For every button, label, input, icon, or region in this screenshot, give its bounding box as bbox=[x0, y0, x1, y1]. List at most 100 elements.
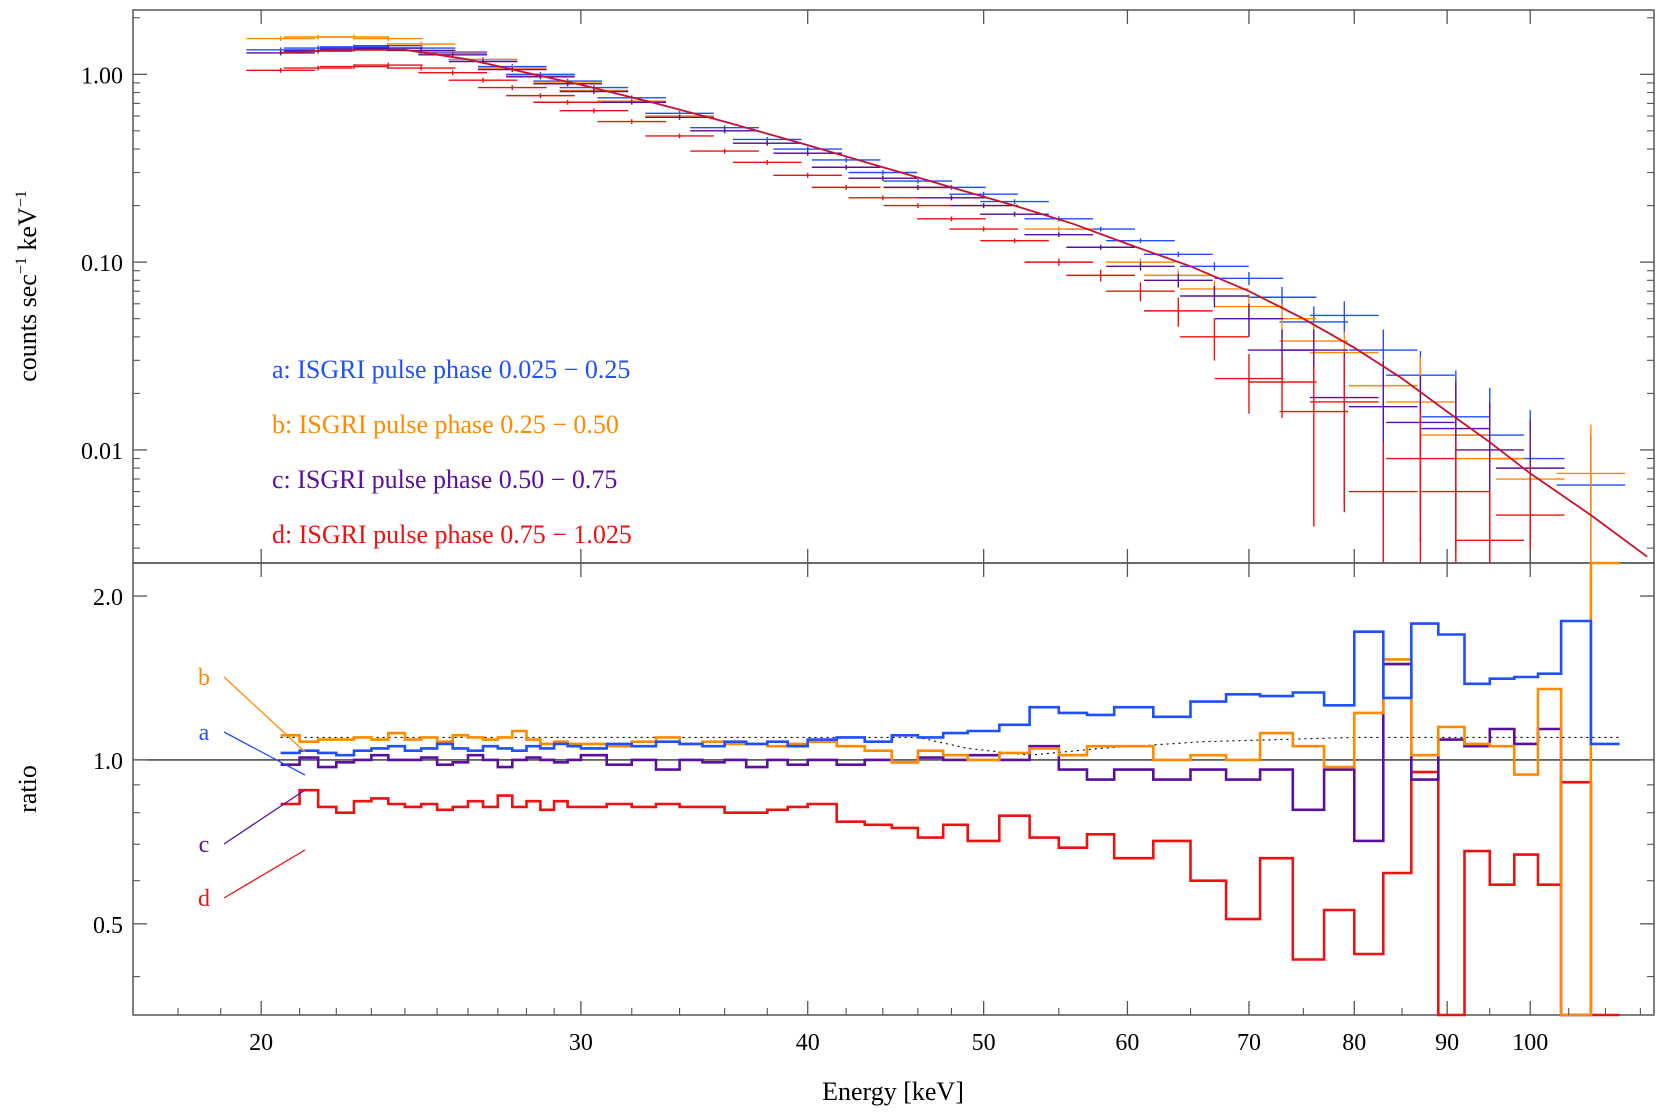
y-tick-label: 0.01 bbox=[81, 439, 123, 465]
spectrum-point bbox=[917, 216, 986, 222]
spectrum-point bbox=[386, 41, 456, 47]
spectrum-point bbox=[246, 67, 315, 73]
spectrum-point bbox=[418, 70, 488, 76]
spectrum-point bbox=[1386, 410, 1455, 563]
y-tick-label: 1.00 bbox=[81, 63, 123, 89]
spectrum-point bbox=[1024, 258, 1094, 266]
spectrum-point bbox=[246, 36, 315, 42]
spectrum-point bbox=[848, 175, 918, 181]
spectrum-point bbox=[848, 195, 918, 201]
spectrum-point bbox=[949, 203, 1018, 209]
spectrum-point bbox=[1106, 282, 1175, 302]
x-tick-label: 40 bbox=[796, 1030, 820, 1056]
legend-entry-c: c: ISGRI pulse phase 0.50 − 0.75 bbox=[272, 465, 617, 494]
spectrum-point bbox=[848, 170, 918, 175]
ratio-label-leader bbox=[223, 676, 306, 753]
ratio-y-tick-label: 2.0 bbox=[93, 585, 123, 611]
spectrum-point bbox=[811, 164, 881, 170]
ratio-series-letter: c bbox=[199, 832, 210, 858]
spectrum-point bbox=[353, 36, 423, 42]
spectrum-point bbox=[353, 62, 423, 68]
spectrum-point bbox=[690, 148, 759, 154]
ratio-series-c bbox=[280, 662, 1591, 1017]
spectrum-point bbox=[1247, 357, 1317, 418]
spectrum-point bbox=[1024, 232, 1094, 238]
spectrum-point bbox=[559, 89, 629, 94]
spectrum-point bbox=[1310, 301, 1379, 333]
spectrum-point bbox=[1348, 442, 1418, 563]
legend-entry-d: d: ISGRI pulse phase 0.75 − 1.025 bbox=[272, 520, 632, 549]
spectrum-point bbox=[283, 65, 353, 71]
ratio-series-letter: d bbox=[198, 886, 210, 912]
ratio-label-leader bbox=[223, 731, 306, 776]
spectrum-point bbox=[1180, 318, 1249, 361]
x-tick-label: 70 bbox=[1237, 1030, 1261, 1056]
spectrum-point bbox=[1310, 356, 1379, 513]
ratio-series-b bbox=[280, 561, 1620, 1017]
spectrum-point bbox=[773, 146, 843, 152]
legend-entry-b: b: ISGRI pulse phase 0.25 − 0.50 bbox=[272, 410, 619, 439]
spectrum-point bbox=[1495, 465, 1565, 563]
spectrum-point bbox=[597, 119, 667, 125]
x-tick-label: 20 bbox=[249, 1030, 273, 1056]
spectrum-legend: a: ISGRI pulse phase 0.025 − 0.25 b: ISGR… bbox=[272, 355, 632, 549]
ratio-label-leader bbox=[223, 789, 306, 845]
x-tick-label: 50 bbox=[972, 1030, 996, 1056]
x-tick-label: 30 bbox=[569, 1030, 593, 1056]
spectrum-point bbox=[883, 178, 953, 184]
spectrum-point bbox=[1143, 273, 1213, 288]
spectrum-series-d bbox=[246, 62, 1565, 563]
spectrum-point bbox=[1143, 297, 1213, 327]
x-axis-label: Energy [keV] bbox=[822, 1077, 964, 1106]
ratio-plot-area bbox=[133, 561, 1654, 1017]
spectrum-y-axis-label: counts sec−1 keV−1 bbox=[13, 190, 42, 381]
legend-entry-a: a: ISGRI pulse phase 0.025 − 0.25 bbox=[272, 355, 630, 384]
spectrum-point bbox=[645, 133, 714, 139]
spectrum-point bbox=[773, 150, 843, 156]
spectrum-point bbox=[732, 159, 802, 165]
spectrum-point bbox=[883, 184, 953, 190]
ratio-axis-ticks: 2.0 1.0 0.5 20 30 40 50 60 70 80 90 100 bbox=[93, 563, 1654, 1056]
spectrum-point bbox=[883, 203, 953, 209]
ratio-series-a bbox=[280, 619, 1620, 757]
spectrum-point bbox=[1066, 244, 1135, 250]
ratio-series-letter: a bbox=[199, 720, 210, 746]
ratio-y-tick-label: 1.0 bbox=[93, 749, 123, 775]
spectrum-point bbox=[1556, 424, 1626, 563]
spectrum-point bbox=[732, 140, 802, 146]
spectrum-point bbox=[980, 238, 1049, 244]
spectrum-point bbox=[980, 211, 1049, 217]
spectrum-point bbox=[1214, 354, 1284, 414]
spectrum-point bbox=[1180, 285, 1249, 308]
spectrum-axis-ticks: 1.00 0.10 0.01 bbox=[81, 10, 1654, 563]
ratio-y-axis-label: ratio bbox=[13, 765, 42, 813]
ratio-panel-frame bbox=[132, 562, 1655, 1016]
spectrum-point bbox=[506, 93, 575, 99]
model-curve bbox=[280, 48, 1648, 558]
x-tick-label: 90 bbox=[1435, 1030, 1459, 1056]
ratio-series-labels: b a c d bbox=[198, 665, 306, 912]
spectrum-point bbox=[533, 99, 602, 105]
ratio-label-leader bbox=[223, 849, 306, 899]
ratio-y-tick-label: 0.5 bbox=[93, 913, 123, 939]
spectrum-point bbox=[773, 172, 843, 178]
spectrum-point bbox=[1279, 365, 1349, 527]
x-tick-label: 60 bbox=[1115, 1030, 1139, 1056]
spectrum-point bbox=[949, 226, 1018, 232]
spectrum-point bbox=[559, 108, 629, 114]
spectrum-point bbox=[448, 77, 518, 83]
ratio-series-letter: b bbox=[198, 665, 210, 691]
reference-dotted-curve bbox=[280, 736, 1620, 756]
spectrum-plot-area bbox=[246, 34, 1648, 563]
spectrum-point bbox=[645, 114, 714, 120]
spectrum-point bbox=[1214, 272, 1284, 286]
x-tick-label: 100 bbox=[1512, 1030, 1548, 1056]
spectrum-point bbox=[1106, 262, 1175, 271]
spectrum-point bbox=[1214, 303, 1284, 337]
spectrum-point bbox=[811, 184, 881, 190]
y-tick-label: 0.10 bbox=[81, 251, 123, 277]
spectrum-point bbox=[1024, 226, 1094, 232]
spectrum-point bbox=[477, 85, 547, 91]
spectrum-point bbox=[980, 199, 1049, 205]
